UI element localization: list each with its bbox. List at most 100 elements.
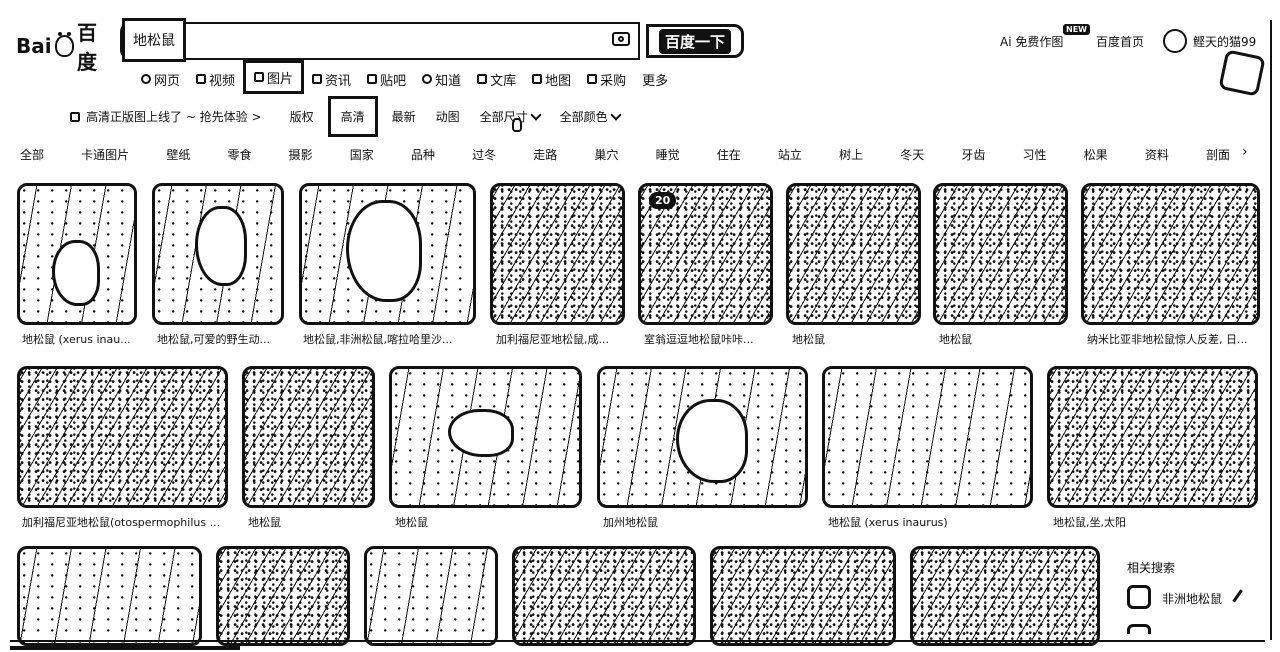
category-tag[interactable]: 过冬 <box>472 146 496 163</box>
image-caption[interactable]: 地松鼠 <box>939 331 1065 347</box>
result-image[interactable] <box>933 183 1068 325</box>
result-image[interactable]: 20 <box>638 183 773 325</box>
result-image[interactable] <box>299 183 476 325</box>
related-search-thumb[interactable] <box>1127 585 1151 609</box>
image-caption[interactable]: 地松鼠 (xerus inaurus) <box>828 514 1028 530</box>
tab-label: 采购 <box>600 70 626 89</box>
category-tag[interactable]: 品种 <box>411 146 435 163</box>
tab-label: 知道 <box>435 70 461 89</box>
category-tag[interactable]: 松果 <box>1084 146 1108 163</box>
filter-color[interactable]: 全部颜色 <box>550 108 630 125</box>
chevron-right-icon[interactable]: › <box>1242 144 1248 160</box>
tab-zhidao[interactable]: 知道 <box>414 70 469 88</box>
category-tag[interactable]: 冬天 <box>900 146 924 163</box>
image-caption[interactable]: 地松鼠,可爱的野生动... <box>157 331 282 347</box>
category-tag[interactable]: 摄影 <box>289 146 313 163</box>
tab-label: 图片 <box>267 68 293 87</box>
filter-latest[interactable]: 最新 <box>382 108 426 125</box>
tab-wenku[interactable]: 文库 <box>469 70 524 88</box>
scrollbar-thumb[interactable] <box>10 646 240 650</box>
image-caption[interactable]: 地松鼠,坐,太阳 <box>1053 514 1253 530</box>
tab-video[interactable]: 视频 <box>188 70 243 88</box>
baidu-logo[interactable]: Bai 百度 <box>16 33 111 59</box>
pencil-icon[interactable] <box>1224 584 1243 603</box>
image-caption[interactable]: 地松鼠,非洲松鼠,喀拉哈里沙... <box>303 331 473 347</box>
filter-color-label: 全部颜色 <box>560 108 608 125</box>
result-image[interactable] <box>512 546 696 646</box>
search-input[interactable] <box>120 22 640 60</box>
category-tag[interactable]: 牙齿 <box>961 146 985 163</box>
tab-web[interactable]: 网页 <box>133 70 188 88</box>
vertical-scrollbar[interactable] <box>1270 20 1280 640</box>
result-image[interactable] <box>1047 366 1258 508</box>
ai-draw-link[interactable]: Ai 免费作图 <box>1000 33 1063 50</box>
promo-link[interactable]: 高清正版图上线了 ~ 抢先体验 > <box>86 108 262 125</box>
result-image[interactable] <box>822 366 1033 508</box>
result-image[interactable] <box>364 546 498 646</box>
paw-icon <box>55 35 74 57</box>
new-badge: NEW <box>1063 24 1090 35</box>
result-image[interactable] <box>786 183 921 325</box>
result-image[interactable] <box>490 183 625 325</box>
category-tag[interactable]: 睡觉 <box>656 146 680 163</box>
related-search-term[interactable]: 非洲地松鼠 <box>1162 590 1222 607</box>
tab-label: 地图 <box>545 70 571 89</box>
result-image[interactable] <box>152 183 284 325</box>
result-image[interactable] <box>910 546 1100 646</box>
result-image[interactable] <box>389 366 582 508</box>
image-caption[interactable]: 地松鼠 <box>792 331 918 347</box>
username[interactable]: 鲣天的猫99 <box>1193 33 1256 50</box>
category-tag[interactable]: 零食 <box>227 146 251 163</box>
search-button[interactable]: 百度一下 <box>646 24 744 58</box>
category-tag[interactable]: 习性 <box>1023 146 1047 163</box>
squirrel-figure <box>448 409 514 457</box>
result-image[interactable] <box>216 546 350 646</box>
tab-news[interactable]: 资讯 <box>304 70 359 88</box>
result-image[interactable] <box>1081 183 1260 325</box>
category-tag[interactable]: 站立 <box>778 146 802 163</box>
filter-copyright[interactable]: 版权 <box>280 108 324 125</box>
image-caption[interactable]: 室翁逗逗地松鼠咔咔... <box>644 331 770 347</box>
result-image[interactable] <box>17 366 228 508</box>
image-caption[interactable]: 地松鼠 <box>248 514 373 530</box>
category-tag[interactable]: 卡通图片 <box>81 146 129 163</box>
result-image[interactable] <box>17 546 202 646</box>
tab-purchase[interactable]: 采购 <box>579 70 634 88</box>
image-caption[interactable]: 纳米比亚非地松鼠惊人反差, 日... <box>1087 331 1257 347</box>
home-link[interactable]: 百度首页 <box>1096 33 1144 50</box>
category-tag[interactable]: 住在 <box>717 146 741 163</box>
search-query[interactable]: 地松鼠 <box>122 18 186 62</box>
result-image[interactable] <box>710 546 896 646</box>
filter-animated[interactable]: 动图 <box>426 108 470 125</box>
camera-icon[interactable] <box>612 32 630 46</box>
filter-size[interactable]: 全部尺寸 <box>470 108 550 125</box>
category-tag[interactable]: 走路 <box>533 146 557 163</box>
tab-map[interactable]: 地图 <box>524 70 579 88</box>
category-tag[interactable]: 巢穴 <box>594 146 618 163</box>
image-caption[interactable]: 加州地松鼠 <box>603 514 803 530</box>
shield-icon[interactable] <box>1218 49 1265 96</box>
category-tag[interactable]: 树上 <box>839 146 863 163</box>
result-image[interactable] <box>597 366 808 508</box>
horizontal-scrollbar[interactable] <box>10 640 1265 652</box>
squirrel-figure <box>195 206 247 286</box>
image-caption[interactable]: 地松鼠 <box>395 514 580 530</box>
category-tag[interactable]: 国家 <box>350 146 374 163</box>
avatar[interactable] <box>1163 29 1187 53</box>
result-image[interactable] <box>242 366 375 508</box>
tab-more[interactable]: 更多 <box>634 70 676 88</box>
question-icon <box>422 74 432 84</box>
image-icon <box>254 72 264 82</box>
result-image[interactable] <box>17 183 137 325</box>
image-caption[interactable]: 加利福尼亚地松鼠,成... <box>496 331 622 347</box>
image-caption[interactable]: 加利福尼亚地松鼠(otospermophilus ... <box>22 514 227 530</box>
filter-hd[interactable]: 高清 <box>328 96 378 137</box>
tab-images[interactable]: 图片 <box>243 60 304 94</box>
category-tag[interactable]: 全部 <box>20 146 44 163</box>
category-tag[interactable]: 剖面 <box>1206 146 1230 163</box>
category-tag[interactable]: 壁纸 <box>166 146 190 163</box>
tab-tieba[interactable]: 贴吧 <box>359 70 414 88</box>
category-tag[interactable]: 资料 <box>1145 146 1169 163</box>
related-search-thumb[interactable] <box>1127 624 1151 634</box>
image-caption[interactable]: 地松鼠 (xerus inau... <box>22 331 137 347</box>
